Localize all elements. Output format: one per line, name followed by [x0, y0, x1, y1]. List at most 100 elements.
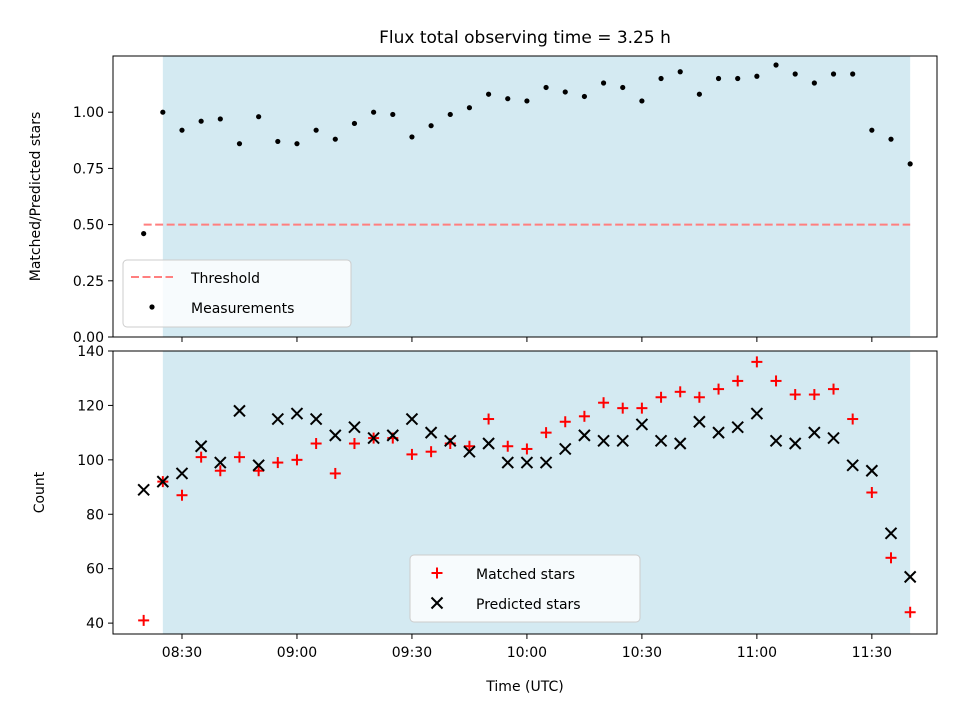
measurement-point — [562, 89, 568, 95]
matched-point — [483, 413, 495, 425]
y-tick-label: 140 — [77, 344, 104, 360]
measurement-point — [830, 71, 837, 77]
matched-point — [195, 451, 207, 463]
predicted-point — [405, 412, 419, 426]
y-tick-label: 0.25 — [73, 274, 104, 290]
measurement-point — [715, 75, 722, 82]
matched-point — [636, 402, 648, 414]
predicted-point — [233, 404, 246, 418]
measurement-point — [409, 134, 415, 140]
measurement-point — [869, 127, 875, 133]
predicted-point — [731, 420, 744, 434]
measurement-point — [141, 230, 147, 237]
measurement-point — [850, 71, 856, 77]
matched-point — [578, 410, 590, 422]
measurement-point — [236, 141, 243, 147]
matched-point — [751, 356, 763, 368]
predicted-point — [578, 429, 591, 442]
predicted-point — [194, 440, 208, 453]
legend-box — [122, 259, 352, 328]
matched-point — [655, 391, 667, 403]
predicted-point — [137, 483, 150, 496]
predicted-point — [271, 412, 285, 426]
predicted-point — [520, 456, 534, 469]
measurement-point — [811, 80, 817, 86]
matched-point — [348, 438, 360, 450]
matched-point — [291, 454, 303, 466]
y-tick-label: 100 — [77, 453, 104, 469]
measurement-point — [600, 80, 607, 86]
matched-point — [808, 389, 820, 401]
x-tick-label: 10:30 — [622, 645, 662, 661]
measurement-point — [907, 161, 913, 167]
predicted-point — [808, 426, 821, 439]
matched-point — [214, 465, 226, 477]
matched-point — [310, 438, 322, 450]
measurement-point — [696, 91, 702, 97]
matched-point — [847, 413, 859, 425]
measurement-point — [677, 69, 683, 75]
matched-point — [233, 451, 245, 463]
measurement-point — [198, 118, 204, 124]
matched-point — [521, 443, 533, 455]
legend-measurements-label: Measurements — [191, 301, 294, 317]
predicted-point — [386, 429, 399, 442]
predicted-point — [444, 434, 457, 448]
matched-point — [502, 440, 514, 452]
measurement-point — [735, 75, 741, 82]
measurement-point — [313, 127, 319, 133]
measurement-point — [217, 116, 223, 122]
matched-point — [885, 552, 897, 564]
predicted-point — [482, 437, 495, 450]
predicted-point — [348, 420, 361, 434]
matched-point — [425, 446, 437, 458]
x-tick-label: 09:30 — [392, 645, 432, 661]
y-tick-label: 120 — [77, 398, 104, 414]
predicted-point — [769, 434, 783, 448]
x-tick-label: 10:00 — [507, 645, 547, 661]
legend-matched-label: Matched stars — [476, 567, 575, 583]
predicted-point — [252, 459, 265, 472]
predicted-point — [865, 464, 879, 477]
matched-point — [770, 375, 782, 387]
legend-measurements-swatch — [149, 304, 155, 310]
predicted-point — [788, 437, 802, 450]
predicted-point — [712, 426, 725, 439]
predicted-point — [539, 456, 553, 469]
x-tick-label: 08:30 — [162, 645, 202, 661]
legend-threshold-label: Threshold — [190, 271, 260, 287]
predicted-point — [827, 431, 840, 445]
measurement-point — [658, 75, 664, 82]
matched-point — [559, 416, 571, 428]
matched-point — [789, 389, 801, 401]
measurement-point — [581, 93, 588, 100]
predicted-point — [156, 475, 170, 488]
measurement-point — [351, 120, 358, 127]
predicted-point — [674, 437, 687, 450]
x-tick-label: 11:30 — [852, 645, 892, 661]
predicted-point — [654, 434, 668, 448]
matched-point — [138, 614, 150, 626]
predicted-point — [463, 445, 476, 458]
top-panel: 0.00 0.25 0.50 0.75 1.00 Matched/Predicted st… — [28, 55, 938, 346]
y-axis-label: Count — [32, 471, 48, 513]
predicted-point — [367, 431, 380, 445]
predicted-point — [175, 467, 189, 480]
matched-point — [406, 448, 418, 460]
matched-point — [176, 489, 188, 501]
legend-predicted-swatch — [430, 596, 444, 610]
legend-matched-swatch — [431, 567, 443, 579]
legend-predicted-label: Predicted stars — [476, 597, 581, 613]
matched-point — [253, 465, 265, 477]
matched-point — [732, 375, 744, 387]
measurement-point — [773, 62, 779, 68]
measurement-point — [428, 123, 434, 129]
measurement-point — [179, 127, 185, 133]
measurement-point — [371, 109, 377, 115]
predicted-point — [559, 442, 572, 456]
predicted-point — [214, 456, 227, 469]
measurement-point — [754, 73, 760, 79]
y-tick-label: 1.00 — [73, 105, 104, 121]
